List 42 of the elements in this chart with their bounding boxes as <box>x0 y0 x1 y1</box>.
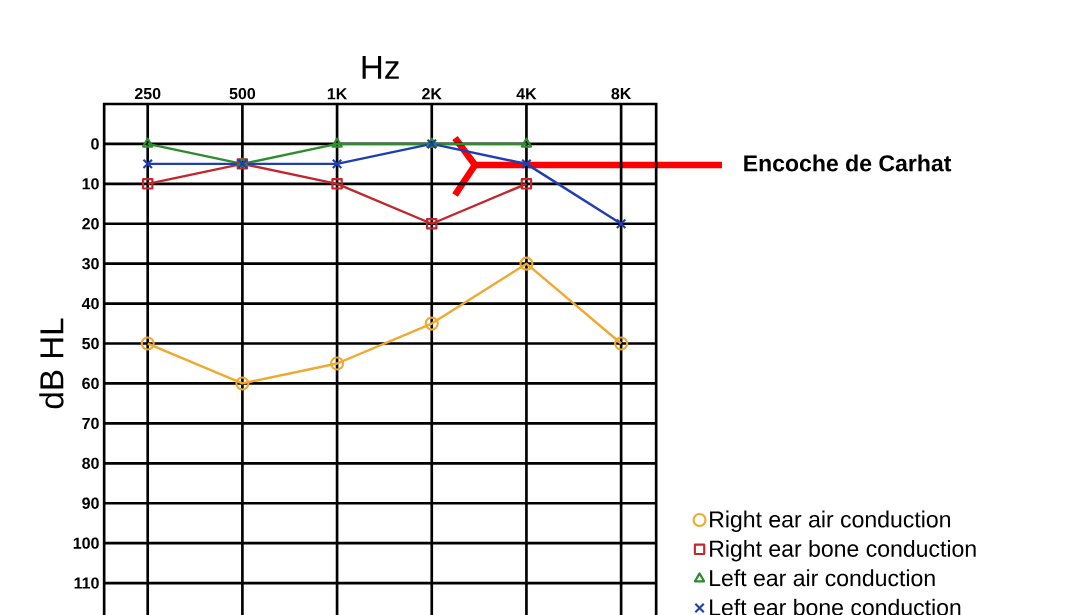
point <box>520 137 533 148</box>
x-tick-label: 250 <box>134 87 161 100</box>
x-axis-title: Hz <box>362 55 399 79</box>
point <box>142 137 154 148</box>
point <box>614 336 629 351</box>
y-axis-title: dB HL <box>39 318 64 409</box>
text: Encoche de Carhat <box>744 154 952 172</box>
y-tick-label: 40 <box>81 297 99 310</box>
legend-label: Right ear air conduction <box>710 510 950 533</box>
point <box>426 218 438 230</box>
y-tick-label: 110 <box>74 577 99 589</box>
point <box>519 256 534 271</box>
point <box>140 336 155 351</box>
point <box>331 137 343 148</box>
point <box>141 178 154 190</box>
point <box>331 178 343 190</box>
legend-label: Right ear bone conduction <box>710 539 976 562</box>
point <box>142 158 154 170</box>
x-tick-label: 8K <box>611 87 632 100</box>
point <box>521 158 532 170</box>
y-tick-label: 90 <box>82 497 99 509</box>
legend-label: Left ear bone conduction <box>710 598 961 615</box>
point <box>520 178 533 190</box>
y-tick-label: 100 <box>73 537 99 549</box>
y-tick-label: 20 <box>82 218 99 230</box>
point <box>615 218 627 230</box>
x-tick-label: 500 <box>229 87 256 100</box>
point <box>424 316 439 331</box>
y-tick-label: 70 <box>82 417 99 430</box>
y-tick-label: 60 <box>82 377 99 390</box>
y-tick-label: 50 <box>82 337 99 350</box>
y-tick-label: 10 <box>82 178 99 190</box>
y-tick-label: 0 <box>91 138 99 150</box>
point <box>331 158 343 170</box>
point <box>330 356 345 371</box>
point <box>235 376 250 391</box>
x-tick-label: 2K <box>422 88 442 100</box>
legend-label: Left ear air conduction <box>710 569 935 587</box>
y-tick-label: 80 <box>82 457 99 469</box>
y-tick-label: 30 <box>82 258 99 270</box>
x-tick-label: 4K <box>516 88 537 100</box>
x-tick-label: 1K <box>327 88 348 100</box>
